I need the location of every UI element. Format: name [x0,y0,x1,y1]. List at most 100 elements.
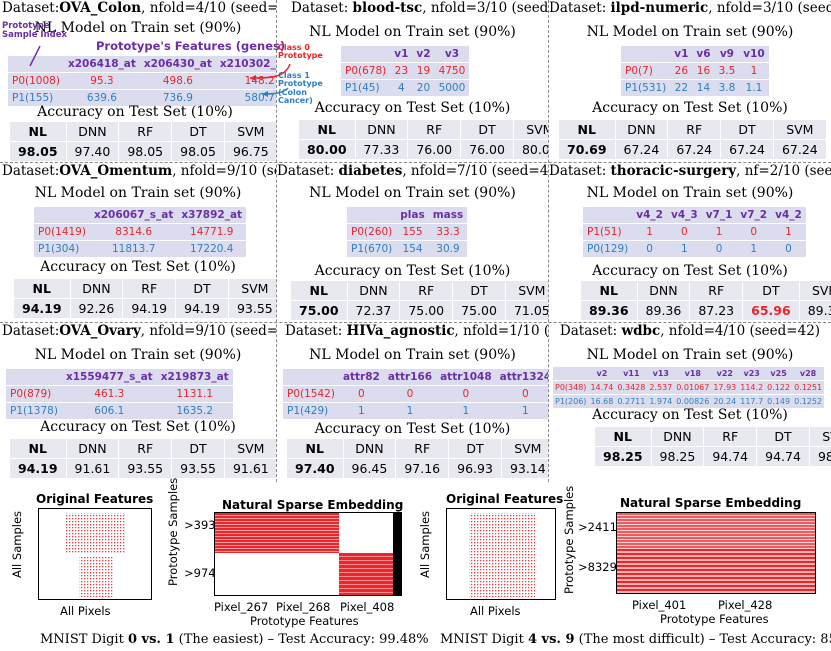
acc-label: Accuracy on Test Set (10%) [592,263,788,279]
arrow-sample-index [29,45,41,67]
prototype-table: v2 v11 v13 v18 v22 v23 v25 v28 P0(348) 14.74 0.34… [553,367,825,408]
panel-title: Dataset:OVA_Ovary, nfold=9/10 (seed=42) [2,323,276,339]
divider [276,0,277,482]
panel-ilpd-numeric: Dataset: ilpd-numeric, nfold=3/10 (seed=… [549,0,831,162]
model-label: NL Model on Train set (90%) [309,24,516,40]
divider [0,162,831,163]
row-label: >9740 [184,566,223,580]
nse-heatmap-svg [617,513,815,593]
dots-class0 [65,513,125,553]
heat-edge [393,513,401,595]
model-label: NL Model on Train set (90%) [586,185,794,201]
mnist-caption: MNIST Digit 4 vs. 9 (The most difficult)… [440,632,831,647]
annotation-sample-index: Prototype Sample Index [2,21,67,40]
acc-label: Accuracy on Test Set (10%) [40,259,236,275]
arrow-head [262,91,268,97]
row-label: >2411 [578,520,617,534]
x-tick: Pixel_267 [214,600,269,614]
model-label: NL Model on Train set (90%) [34,185,242,201]
nse-title: Natural Sparse Embedding [620,496,802,510]
original-features-plot [446,508,556,600]
heat-cell [617,549,815,593]
accuracy-table: NL DNN RF DT SVM 94.19 92.26 94.19 94.19 93.55 [14,279,276,318]
heat-cell [617,513,815,549]
panel-blood-tsc: Dataset: blood-tsc, nfold=3/10 (seed=42)… [277,0,548,162]
model-label: NL Model on Train set (90%) [309,185,516,201]
panel-ova-colon: Dataset:OVA_Colon, nfold=4/10 (seed=42) … [0,0,276,162]
dots-class1 [79,557,113,597]
nse-heatmap [214,512,402,596]
prototype-table: v1 v2 v3 P0(678) 23 19 4750 P1(45) 4 20 5000 [341,46,470,96]
accuracy-table: NL DNN RF DT SVM 94.19 91.61 93.55 93.55 91.61 [10,439,276,478]
model-label: NL Model on Train set (90%) [34,347,242,363]
arrow-head [250,75,256,81]
x-tick: Pixel_428 [718,598,773,612]
prototype-samples-label: Prototype Samples [166,477,180,586]
panel-diabetes: Dataset: diabetes, nfold=7/10 (seed=42) … [277,163,548,322]
annotation-features: Prototype's Features (genes) [96,39,286,53]
prototype-features-label: Prototype Features [660,612,769,626]
panel-title: Dataset:OVA_Omentum, nfold=9/10 (seed=42… [2,163,276,179]
prototype-table: x206067_s_at x37892_at P0(1419) 8314.6 1477… [34,207,247,257]
orig-title: Original Features [36,492,154,506]
panel-ova-ovary: Dataset:OVA_Ovary, nfold=9/10 (seed=42) … [0,323,276,483]
all-pixels-label: All Pixels [470,604,521,618]
annotation-class1: Class 1 Prototype (Colon Cancer) [278,71,323,106]
dots-all [469,513,535,597]
row-label: >8329 [578,560,617,574]
nse-heatmap [616,512,816,594]
accuracy-table: NL DNN RF DT SVM 98.05 97.40 98.05 98.05 96.75 [10,122,276,161]
panel-title: Dataset: blood-tsc, nfold=3/10 (seed=42) [291,0,548,16]
acc-label: Accuracy on Test Set (10%) [40,419,236,435]
panel-title: Dataset: HIVa_agnostic, nfold=1/10 (seed… [285,323,548,339]
acc-label: Accuracy on Test Set (10%) [314,100,511,116]
divider [548,0,549,482]
acc-label: Accuracy on Test Set (10%) [592,407,788,423]
panel-title: Dataset: ilpd-numeric, nfold=3/10 (seed=… [549,0,831,16]
panel-title: Dataset:OVA_Colon, nfold=4/10 (seed=42) [2,0,276,16]
panel-ova-omentum: Dataset:OVA_Omentum, nfold=9/10 (seed=42… [0,163,276,322]
heat-cell [339,553,401,595]
acc-label: Accuracy on Test Set (10%) [592,100,788,116]
model-label: NL Model on Train set (90%) [34,20,242,36]
prototype-samples-label: Prototype Samples [562,485,576,594]
annotation-class0: Class 0 Prototype [278,43,323,61]
heat-cell [215,513,339,553]
prototype-table: v4_2 v4_3 v7_1 v7_2 v4_2 P1(51) 1 0 1 0 1 P0(129)… [583,207,806,257]
original-features-plot [38,508,152,600]
divider [0,322,831,323]
prototype-table: attr82 attr166 attr1048 attr1324 P0(1542) 0 0… [283,369,548,419]
acc-label: Accuracy on Test Set (10%) [314,421,511,437]
acc-label: Accuracy on Test Set (10%) [314,263,511,279]
model-label: NL Model on Train set (90%) [586,24,794,40]
prototype-table: plas mass P0(260) 155 33.3 P1(670) 154 30.9 [347,207,468,257]
original-features-dots [469,513,535,597]
prototype-features-label: Prototype Features [250,614,359,628]
panel-title: Dataset: wdbc, nfold=4/10 (seed=42) [559,323,821,339]
accuracy-table: NL DNN RF DT SVM 97.40 96.45 97.16 96.93 93.14 [287,439,548,478]
prototype-table: x1559477_s_at x219873_at P0(879) 461.3 1131… [6,369,233,419]
panel-hiva-agnostic: Dataset: HIVa_agnostic, nfold=1/10 (seed… [277,323,548,483]
x-tick: Pixel_408 [340,600,395,614]
model-label: NL Model on Train set (90%) [309,347,516,363]
all-samples-label: All Samples [418,510,432,578]
all-samples-label: All Samples [10,510,24,578]
acc-label: Accuracy on Test Set (10%) [37,104,233,120]
panel-wdbc: Dataset: wdbc, nfold=4/10 (seed=42) NL M… [549,323,831,483]
panel-thoracic-surgery: Dataset: thoracic-surgery, nf=2/10 (seed… [549,163,831,322]
all-pixels-label: All Pixels [60,604,111,618]
x-tick: Pixel_268 [276,600,331,614]
row-label: >393 [184,518,216,532]
original-features-dots [65,513,125,597]
nse-title: Natural Sparse Embedding [222,498,404,512]
prototype-table: v1 v6 v9 v10 P0(7) 26 16 3.5 1 P1(531) 22 14 3.8 1.… [621,46,769,96]
mnist-caption: MNIST Digit 0 vs. 1 (The easiest) – Test… [40,632,429,647]
nse-heatmap-svg [215,513,401,595]
accuracy-table: NL DNN RF DT SVM 70.69 67.24 67.24 67.24 67.24 [559,120,827,159]
annotation-arrows [29,45,291,97]
x-tick: Pixel_401 [632,598,687,612]
